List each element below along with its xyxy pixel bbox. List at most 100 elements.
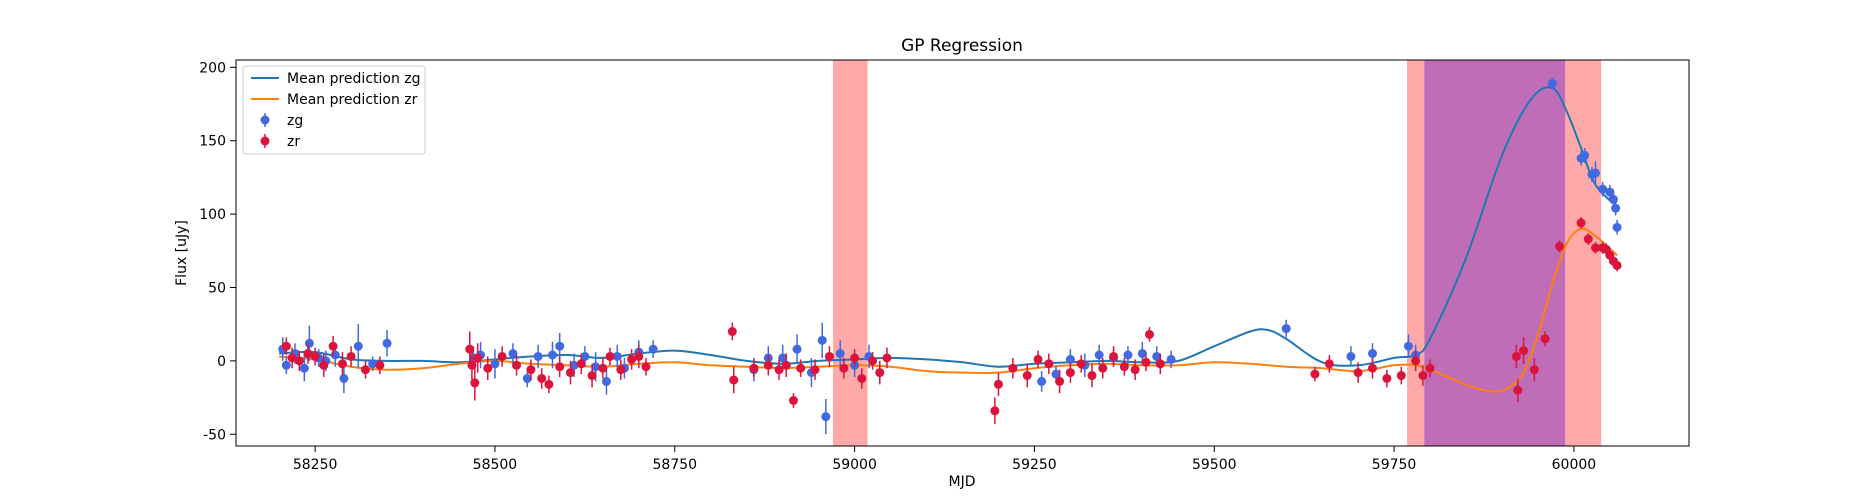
point-zr <box>993 372 1003 397</box>
marker-zr <box>1044 359 1054 369</box>
marker-zr <box>1098 363 1108 373</box>
point-zr <box>1519 337 1529 364</box>
marker-zr <box>1310 369 1320 379</box>
point-zr <box>319 353 329 378</box>
point-zg <box>792 334 802 364</box>
legend-marker <box>260 115 270 125</box>
x-tick-label: 59500 <box>1192 457 1237 473</box>
point-zr <box>1022 363 1032 388</box>
marker-zr <box>627 354 637 364</box>
point-zr <box>1055 369 1065 394</box>
point-zr <box>1145 327 1155 342</box>
legend-box <box>242 65 426 155</box>
point-zg <box>508 343 518 364</box>
point-zr <box>512 355 522 376</box>
point-zr <box>1119 357 1129 376</box>
marker-zg <box>1094 350 1104 360</box>
chart-title: GP Regression <box>901 36 1023 56</box>
y-tick-label: 0 <box>217 354 226 370</box>
y-tick-label: 150 <box>199 134 226 150</box>
point-zr <box>1008 357 1018 379</box>
marker-zg <box>821 412 831 422</box>
point-zg <box>1094 344 1104 366</box>
point-zr <box>1353 362 1363 383</box>
point-zg <box>1598 181 1608 197</box>
point-zr <box>788 393 798 408</box>
marker-zr <box>774 365 784 375</box>
marker-zg <box>1051 369 1061 379</box>
marker-zr <box>1519 346 1529 356</box>
marker-zg <box>1065 354 1075 364</box>
marker-zr <box>634 351 644 361</box>
point-zg <box>1281 319 1291 338</box>
point-zg <box>1403 334 1413 358</box>
marker-zr <box>1155 359 1165 369</box>
point-zg <box>555 332 565 360</box>
marker-zr <box>1119 362 1129 372</box>
marker-zr <box>1612 260 1622 270</box>
x-tick-label: 59000 <box>832 457 877 473</box>
legend-swatch-zr <box>260 134 270 148</box>
point-zr <box>774 359 784 380</box>
point-zr <box>483 356 493 380</box>
point-zg <box>835 340 845 367</box>
x-tick-label: 58750 <box>653 457 698 473</box>
line-mean-prediction-zg <box>279 86 1618 368</box>
point-zr <box>1590 241 1600 254</box>
point-zr <box>781 353 791 378</box>
marker-zr <box>512 360 522 370</box>
marker-zg <box>299 363 309 373</box>
y-axis-ticks: -50 0 50 100 150 200 <box>199 60 236 443</box>
marker-zg <box>1608 194 1618 204</box>
marker-zr <box>788 396 798 406</box>
marker-zr <box>483 363 493 373</box>
marker-zr <box>749 363 759 373</box>
marker-zr <box>310 351 320 361</box>
point-zg <box>533 344 543 369</box>
marker-zr <box>337 359 347 369</box>
marker-zr <box>497 351 507 361</box>
point-zr <box>1540 331 1550 347</box>
point-zr <box>1324 355 1334 373</box>
marker-zg <box>353 341 363 351</box>
point-zg <box>601 368 611 395</box>
point-zr <box>1511 344 1521 369</box>
point-zr <box>1583 233 1593 245</box>
point-zr <box>1382 369 1392 388</box>
marker-zr <box>882 353 892 363</box>
point-zr <box>1033 350 1043 369</box>
point-zr <box>1576 217 1586 229</box>
point-zr <box>598 357 608 379</box>
point-zr <box>360 360 370 379</box>
marker-zr <box>526 365 536 375</box>
marker-zg <box>339 373 349 383</box>
point-zr <box>303 343 313 364</box>
marker-zg <box>1137 349 1147 359</box>
point-zr <box>727 322 737 341</box>
point-zg <box>353 324 363 369</box>
point-zr <box>497 346 507 367</box>
marker-zg <box>569 360 579 370</box>
marker-zg <box>382 338 392 348</box>
point-zg <box>1590 161 1600 185</box>
point-zg <box>490 349 500 379</box>
shaded-region-2 <box>1424 60 1566 446</box>
legend-label-zg: zg <box>287 113 303 129</box>
point-zr <box>565 360 575 385</box>
point-zr <box>1076 355 1086 373</box>
point-zg <box>547 341 557 369</box>
point-zr <box>796 359 806 378</box>
marker-zg <box>1123 350 1133 360</box>
marker-zr <box>1511 351 1521 361</box>
marker-zr <box>1076 359 1086 369</box>
marker-zr <box>346 351 356 361</box>
point-zg <box>1166 350 1176 369</box>
marker-zr <box>1529 365 1539 375</box>
x-axis-ticks: 58250 58500 58750 59000 59250 59500 59750 60000 <box>293 446 1596 473</box>
marker-zg <box>555 341 565 351</box>
point-zg <box>281 356 291 375</box>
marker-zr <box>473 353 483 363</box>
x-axis-label: MJD <box>949 474 976 490</box>
legend-label-zr: zr <box>287 134 300 150</box>
marker-zr <box>1324 359 1334 369</box>
